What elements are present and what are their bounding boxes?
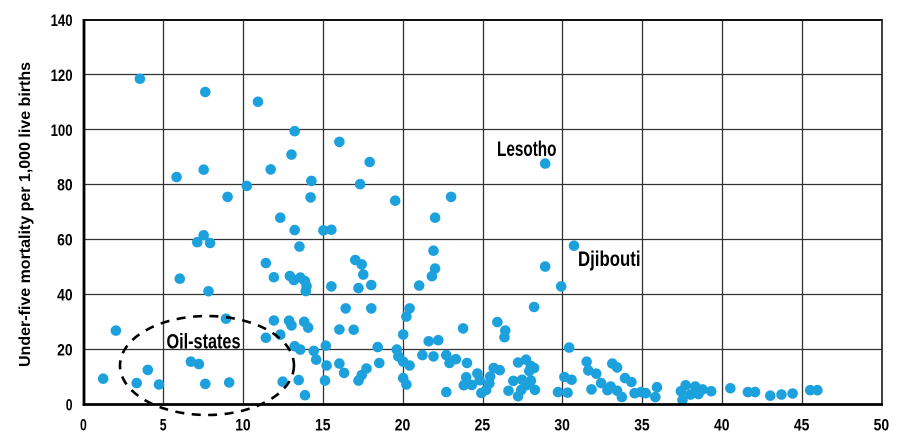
svg-text:40: 40 <box>57 287 73 305</box>
svg-text:40: 40 <box>714 417 730 435</box>
svg-text:50: 50 <box>874 417 890 435</box>
svg-text:0: 0 <box>80 417 87 435</box>
svg-text:10: 10 <box>235 417 251 435</box>
svg-text:140: 140 <box>51 12 73 30</box>
svg-text:25: 25 <box>475 417 491 435</box>
svg-text:35: 35 <box>634 417 650 435</box>
svg-text:120: 120 <box>51 67 73 85</box>
svg-text:100: 100 <box>51 122 73 140</box>
svg-text:Under-five mortality per 1,000: Under-five mortality per 1,000 live birt… <box>17 62 34 367</box>
svg-text:45: 45 <box>794 417 810 435</box>
svg-text:0: 0 <box>66 396 73 414</box>
svg-text:Oil-states: Oil-states <box>167 330 241 354</box>
svg-text:80: 80 <box>57 177 73 195</box>
svg-text:Djibouti: Djibouti <box>578 247 641 271</box>
svg-text:30: 30 <box>554 417 570 435</box>
svg-text:20: 20 <box>57 342 73 360</box>
svg-text:60: 60 <box>57 232 73 250</box>
svg-text:Lesotho: Lesotho <box>497 137 557 161</box>
svg-text:5: 5 <box>160 417 167 435</box>
svg-text:15: 15 <box>315 417 331 435</box>
svg-text:20: 20 <box>395 417 411 435</box>
